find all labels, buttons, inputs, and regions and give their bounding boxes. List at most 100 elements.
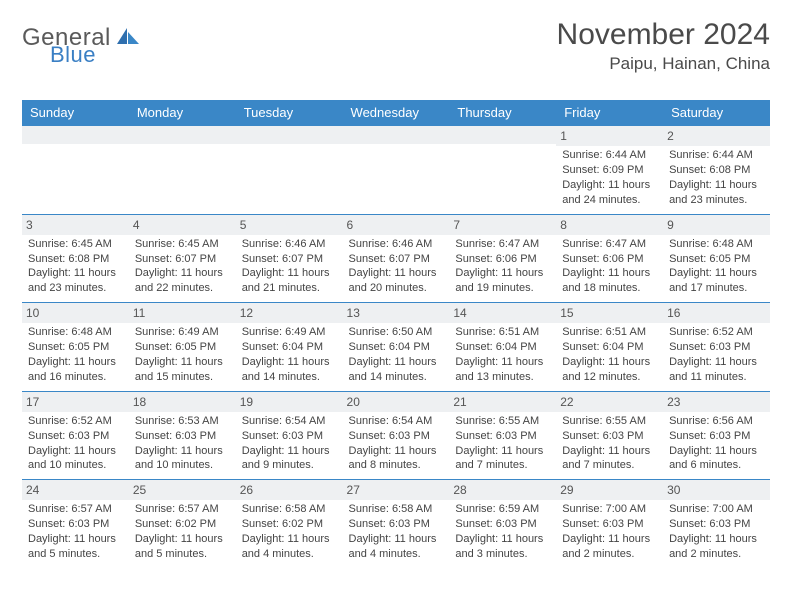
dayhead-thu: Thursday: [449, 100, 556, 126]
calendar-cell: 23Sunrise: 6:56 AMSunset: 6:03 PMDayligh…: [663, 391, 770, 480]
day-number: 30: [663, 480, 770, 500]
calendar-cell: 26Sunrise: 6:58 AMSunset: 6:02 PMDayligh…: [236, 480, 343, 568]
day-info-line: and 13 minutes.: [455, 370, 550, 385]
day-info: Sunrise: 6:51 AMSunset: 6:04 PMDaylight:…: [455, 325, 550, 384]
day-number: 2: [663, 126, 770, 146]
day-info-line: Sunset: 6:03 PM: [455, 517, 550, 532]
dayhead-sun: Sunday: [22, 100, 129, 126]
day-info-line: Sunrise: 6:48 AM: [28, 325, 123, 340]
day-info-line: and 2 minutes.: [669, 547, 764, 562]
day-info: Sunrise: 6:50 AMSunset: 6:04 PMDaylight:…: [349, 325, 444, 384]
day-info: Sunrise: 6:47 AMSunset: 6:06 PMDaylight:…: [455, 237, 550, 296]
day-number: 13: [343, 303, 450, 323]
calendar-cell: 22Sunrise: 6:55 AMSunset: 6:03 PMDayligh…: [556, 391, 663, 480]
header: General November 2024 Paipu, Hainan, Chi…: [22, 18, 770, 74]
day-info-line: and 12 minutes.: [562, 370, 657, 385]
day-info-line: Sunset: 6:03 PM: [455, 429, 550, 444]
day-info-line: Sunrise: 6:44 AM: [669, 148, 764, 163]
calendar-cell: 30 Sunrise: 7:00 AMSunset: 6:03 PMDayligh…: [663, 480, 770, 568]
day-info-line: Sunset: 6:03 PM: [669, 517, 764, 532]
day-info-line: Sunrise: 7:00 AM: [669, 502, 764, 517]
day-info-line: Sunrise: 6:44 AM: [562, 148, 657, 163]
day-number: 1: [556, 126, 663, 146]
day-number: 26: [236, 480, 343, 500]
day-info: Sunrise: 6:57 AMSunset: 6:02 PMDaylight:…: [135, 502, 230, 561]
day-info: Sunrise: 6:54 AMSunset: 6:03 PMDaylight:…: [349, 414, 444, 473]
day-number: 25: [129, 480, 236, 500]
day-info: Sunrise: 6:47 AMSunset: 6:06 PMDaylight:…: [562, 237, 657, 296]
day-info-line: [455, 161, 550, 176]
calendar-cell: 16Sunrise: 6:52 AMSunset: 6:03 PMDayligh…: [663, 303, 770, 392]
day-header-row: Sunday Monday Tuesday Wednesday Thursday…: [22, 100, 770, 126]
calendar-cell: 3Sunrise: 6:45 AMSunset: 6:08 PMDaylight…: [22, 214, 129, 303]
day-info: [455, 146, 550, 205]
day-info-line: Sunset: 6:02 PM: [135, 517, 230, 532]
day-info-line: Sunset: 6:08 PM: [669, 163, 764, 178]
day-info-line: and 21 minutes.: [242, 281, 337, 296]
day-info: Sunrise: 6:53 AMSunset: 6:03 PMDaylight:…: [135, 414, 230, 473]
calendar-cell: 6Sunrise: 6:46 AMSunset: 6:07 PMDaylight…: [343, 214, 450, 303]
day-info-line: Daylight: 11 hours: [455, 444, 550, 459]
day-info-line: and 3 minutes.: [455, 547, 550, 562]
day-info-line: Sunset: 6:08 PM: [28, 252, 123, 267]
day-info-line: [242, 176, 337, 191]
day-info-line: and 14 minutes.: [349, 370, 444, 385]
day-info-line: Daylight: 11 hours: [669, 532, 764, 547]
day-info-line: [349, 161, 444, 176]
day-number: 7: [449, 215, 556, 235]
day-info-line: and 4 minutes.: [242, 547, 337, 562]
day-info-line: Daylight: 11 hours: [349, 532, 444, 547]
calendar-cell: 9Sunrise: 6:48 AMSunset: 6:05 PMDaylight…: [663, 214, 770, 303]
day-info-line: Daylight: 11 hours: [562, 532, 657, 547]
day-info-line: Sunset: 6:03 PM: [28, 517, 123, 532]
day-info-line: and 8 minutes.: [349, 458, 444, 473]
day-number: 8: [556, 215, 663, 235]
day-number: 6: [343, 215, 450, 235]
calendar-cell: 12Sunrise: 6:49 AMSunset: 6:04 PMDayligh…: [236, 303, 343, 392]
day-info-line: [28, 146, 123, 161]
day-number: 4: [129, 215, 236, 235]
calendar-row: 24Sunrise: 6:57 AMSunset: 6:03 PMDayligh…: [22, 480, 770, 568]
day-info-line: [455, 146, 550, 161]
location: Paipu, Hainan, China: [557, 54, 770, 74]
day-info-line: [28, 176, 123, 191]
day-info-line: Sunrise: 6:45 AM: [135, 237, 230, 252]
day-info-line: Sunrise: 6:55 AM: [455, 414, 550, 429]
day-info-line: Sunrise: 6:48 AM: [669, 237, 764, 252]
day-info-line: [455, 191, 550, 206]
day-info: [242, 146, 337, 205]
day-info: Sunrise: 6:54 AMSunset: 6:03 PMDaylight:…: [242, 414, 337, 473]
day-info-line: Daylight: 11 hours: [669, 444, 764, 459]
day-info: Sunrise: 6:55 AMSunset: 6:03 PMDaylight:…: [562, 414, 657, 473]
day-info-line: Daylight: 11 hours: [28, 266, 123, 281]
day-info: Sunrise: 6:58 AMSunset: 6:02 PMDaylight:…: [242, 502, 337, 561]
calendar-cell: 10Sunrise: 6:48 AMSunset: 6:05 PMDayligh…: [22, 303, 129, 392]
day-info-line: Sunset: 6:05 PM: [669, 252, 764, 267]
calendar-cell: [236, 126, 343, 215]
day-info-line: Sunrise: 6:54 AM: [349, 414, 444, 429]
day-info-line: Daylight: 11 hours: [135, 444, 230, 459]
calendar-cell: 20Sunrise: 6:54 AMSunset: 6:03 PMDayligh…: [343, 391, 450, 480]
day-info-line: Sunrise: 6:49 AM: [135, 325, 230, 340]
day-info-line: [135, 191, 230, 206]
day-info-line: Sunrise: 6:58 AM: [349, 502, 444, 517]
day-info-line: and 17 minutes.: [669, 281, 764, 296]
day-number: 28: [449, 480, 556, 500]
day-info-line: and 15 minutes.: [135, 370, 230, 385]
day-info: Sunrise: 6:45 AMSunset: 6:07 PMDaylight:…: [135, 237, 230, 296]
day-info-line: Sunset: 6:04 PM: [349, 340, 444, 355]
day-info: Sunrise: 6:48 AMSunset: 6:05 PMDaylight:…: [28, 325, 123, 384]
day-info-line: and 11 minutes.: [669, 370, 764, 385]
day-info: Sunrise: 6:52 AMSunset: 6:03 PMDaylight:…: [669, 325, 764, 384]
day-info-line: Daylight: 11 hours: [669, 355, 764, 370]
day-number: 27: [343, 480, 450, 500]
day-info-line: [135, 161, 230, 176]
day-info-line: and 23 minutes.: [669, 193, 764, 208]
day-info-line: Daylight: 11 hours: [455, 266, 550, 281]
day-info-line: Daylight: 11 hours: [669, 266, 764, 281]
day-info-line: Sunrise: 6:57 AM: [28, 502, 123, 517]
day-info-line: Daylight: 11 hours: [562, 444, 657, 459]
day-number: 15: [556, 303, 663, 323]
calendar-cell: 7Sunrise: 6:47 AMSunset: 6:06 PMDaylight…: [449, 214, 556, 303]
calendar-table: Sunday Monday Tuesday Wednesday Thursday…: [22, 100, 770, 568]
